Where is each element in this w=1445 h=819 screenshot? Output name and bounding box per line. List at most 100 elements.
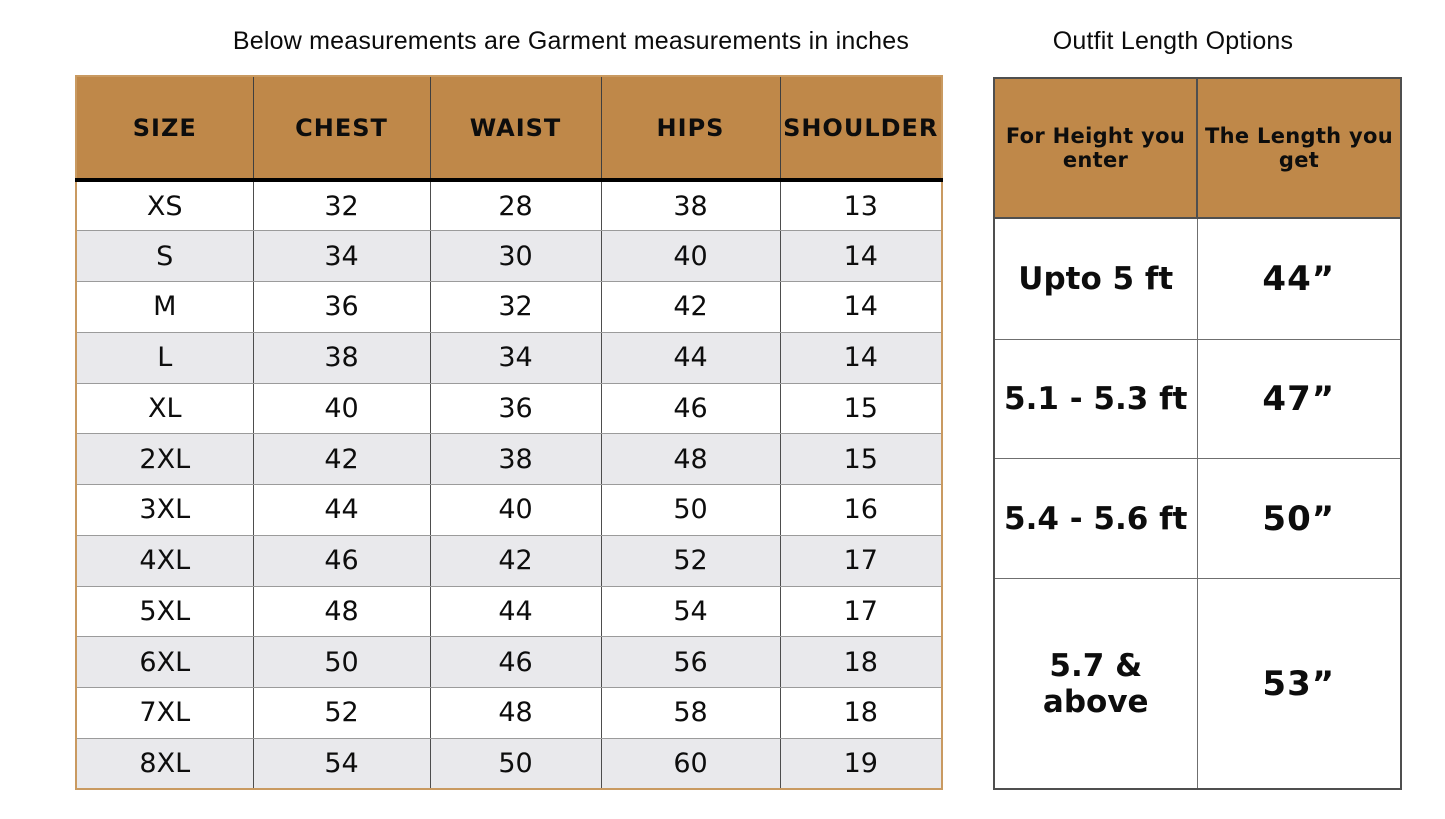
chest-cell: 38	[252, 331, 431, 384]
hips-cell: 56	[600, 636, 781, 688]
chest-cell: 44	[252, 484, 431, 536]
size-cell: 8XL	[75, 737, 254, 790]
length-table-row: Upto 5 ft 44”	[993, 217, 1402, 340]
shoulder-cell: 13	[779, 179, 943, 232]
col-header-shoulder: SHOULDER	[779, 75, 943, 182]
shoulder-cell: 15	[779, 382, 943, 435]
outfit-length-title: Outfit Length Options	[1052, 27, 1294, 55]
waist-cell: 28	[429, 179, 602, 232]
shoulder-cell: 14	[779, 230, 943, 282]
size-cell: XL	[75, 382, 254, 435]
chest-cell: 40	[252, 382, 431, 435]
size-table-row: L 38 34 44 14	[75, 331, 943, 384]
chest-cell: 54	[252, 737, 431, 790]
length-table-row: 5.1 - 5.3 ft 47”	[993, 338, 1402, 460]
height-range-cell: Upto 5 ft	[993, 217, 1198, 340]
hips-cell: 46	[600, 382, 781, 435]
shoulder-cell: 17	[779, 585, 943, 638]
length-value-cell: 44”	[1196, 217, 1402, 340]
size-cell: S	[75, 230, 254, 282]
length-value-cell: 47”	[1196, 338, 1402, 460]
outfit-length-table: For Height you enter The Length you get …	[993, 77, 1402, 790]
col-header-length-get: The Length you get	[1196, 77, 1402, 219]
size-table-row: XL 40 36 46 15	[75, 382, 943, 435]
shoulder-cell: 17	[779, 534, 943, 587]
waist-cell: 40	[429, 484, 602, 536]
shoulder-cell: 14	[779, 331, 943, 384]
length-table-body: Upto 5 ft 44” 5.1 - 5.3 ft 47” 5.4 - 5.6…	[993, 217, 1402, 790]
waist-cell: 36	[429, 382, 602, 435]
hips-cell: 44	[600, 331, 781, 384]
size-table-row: 7XL 52 48 58 18	[75, 687, 943, 739]
hips-cell: 48	[600, 433, 781, 485]
waist-cell: 34	[429, 331, 602, 384]
col-header-waist: WAIST	[429, 75, 602, 182]
hips-cell: 52	[600, 534, 781, 587]
size-cell: 4XL	[75, 534, 254, 587]
chest-cell: 46	[252, 534, 431, 587]
waist-cell: 38	[429, 433, 602, 485]
waist-cell: 48	[429, 687, 602, 739]
shoulder-cell: 19	[779, 737, 943, 790]
size-cell: L	[75, 331, 254, 384]
chest-cell: 48	[252, 585, 431, 638]
shoulder-cell: 14	[779, 281, 943, 333]
size-table-header-row: SIZE CHEST WAIST HIPS SHOULDER	[75, 75, 943, 182]
garment-measurements-title: Below measurements are Garment measureme…	[232, 27, 910, 55]
size-table-row: 8XL 54 50 60 19	[75, 737, 943, 790]
length-value-cell: 50”	[1196, 458, 1402, 580]
size-cell: 7XL	[75, 687, 254, 739]
waist-cell: 50	[429, 737, 602, 790]
size-table-body: XS 32 28 38 13 S 34 30 40 14 M 36 32 42 …	[75, 179, 943, 790]
garment-size-table: SIZE CHEST WAIST HIPS SHOULDER XS 32 28 …	[75, 75, 943, 790]
col-header-chest: CHEST	[252, 75, 431, 182]
size-table-row: 5XL 48 44 54 17	[75, 585, 943, 638]
size-cell: XS	[75, 179, 254, 232]
shoulder-cell: 18	[779, 636, 943, 688]
size-table-row: M 36 32 42 14	[75, 281, 943, 333]
size-table-row: 6XL 50 46 56 18	[75, 636, 943, 688]
size-table-row: 3XL 44 40 50 16	[75, 484, 943, 536]
length-table-row: 5.7 & above 53”	[993, 578, 1402, 790]
size-cell: M	[75, 281, 254, 333]
waist-cell: 32	[429, 281, 602, 333]
hips-cell: 60	[600, 737, 781, 790]
size-table-row: 2XL 42 38 48 15	[75, 433, 943, 485]
hips-cell: 42	[600, 281, 781, 333]
hips-cell: 40	[600, 230, 781, 282]
col-header-hips: HIPS	[600, 75, 781, 182]
length-value-cell: 53”	[1196, 578, 1402, 790]
size-table-row: S 34 30 40 14	[75, 230, 943, 282]
size-cell: 6XL	[75, 636, 254, 688]
shoulder-cell: 16	[779, 484, 943, 536]
hips-cell: 58	[600, 687, 781, 739]
size-cell: 3XL	[75, 484, 254, 536]
height-range-cell: 5.4 - 5.6 ft	[993, 458, 1198, 580]
hips-cell: 54	[600, 585, 781, 638]
shoulder-cell: 18	[779, 687, 943, 739]
chest-cell: 32	[252, 179, 431, 232]
chest-cell: 52	[252, 687, 431, 739]
waist-cell: 30	[429, 230, 602, 282]
size-cell: 2XL	[75, 433, 254, 485]
hips-cell: 50	[600, 484, 781, 536]
height-range-cell: 5.7 & above	[993, 578, 1198, 790]
waist-cell: 42	[429, 534, 602, 587]
size-cell: 5XL	[75, 585, 254, 638]
chest-cell: 42	[252, 433, 431, 485]
length-table-header-row: For Height you enter The Length you get	[993, 77, 1402, 219]
waist-cell: 46	[429, 636, 602, 688]
chest-cell: 34	[252, 230, 431, 282]
chest-cell: 50	[252, 636, 431, 688]
length-table-row: 5.4 - 5.6 ft 50”	[993, 458, 1402, 580]
hips-cell: 38	[600, 179, 781, 232]
size-table-row: XS 32 28 38 13	[75, 179, 943, 232]
shoulder-cell: 15	[779, 433, 943, 485]
waist-cell: 44	[429, 585, 602, 638]
col-header-size: SIZE	[75, 75, 254, 182]
size-table-row: 4XL 46 42 52 17	[75, 534, 943, 587]
height-range-cell: 5.1 - 5.3 ft	[993, 338, 1198, 460]
chest-cell: 36	[252, 281, 431, 333]
col-header-height-enter: For Height you enter	[993, 77, 1198, 219]
